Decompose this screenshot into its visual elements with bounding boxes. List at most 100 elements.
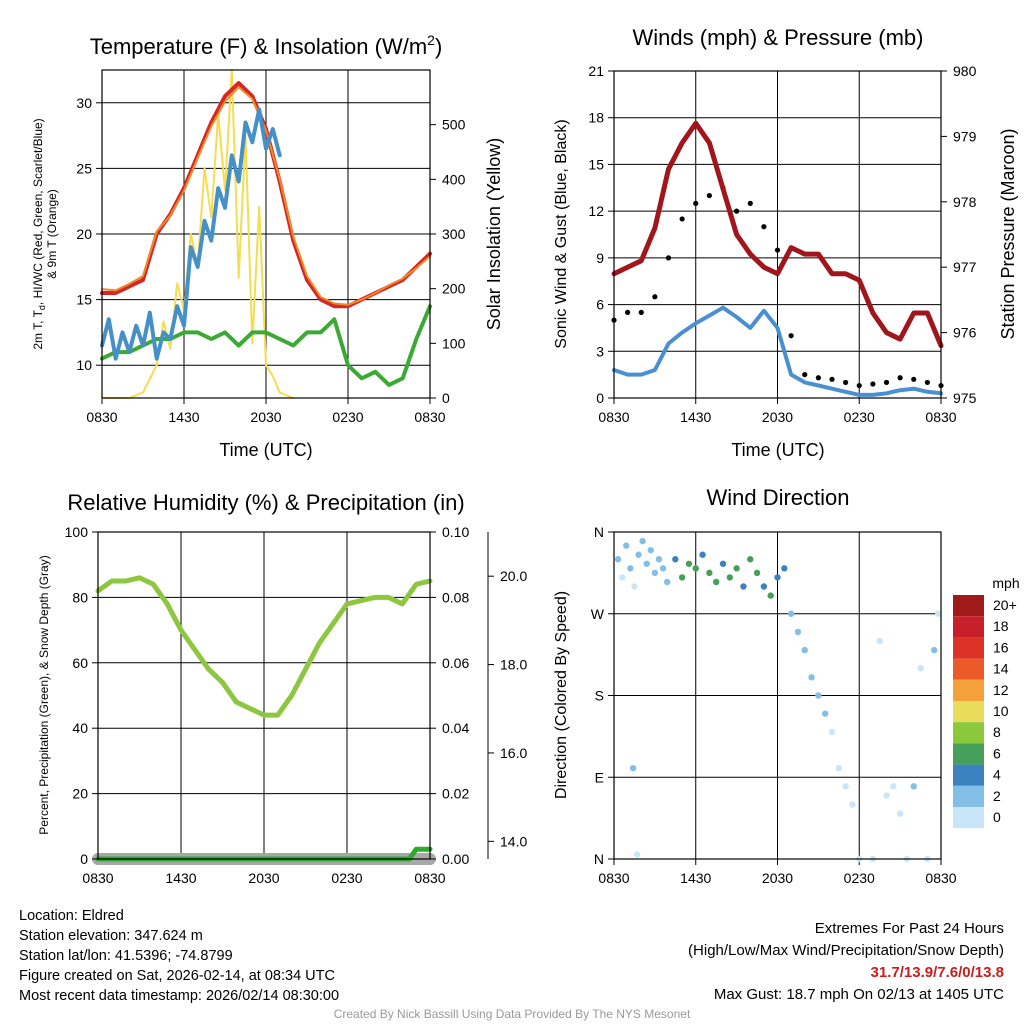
x-tick-label: 2030: [248, 870, 279, 886]
y-tick-label: 0: [596, 390, 604, 406]
gust-point: [870, 381, 876, 387]
y2-tick-label: 979: [953, 128, 977, 144]
x-tick-label: 2030: [762, 870, 793, 886]
latlon-text: Station lat/lon: 41.5396; -74.8799: [19, 948, 233, 964]
y-tick-label: 40: [72, 720, 88, 736]
direction-point: [917, 665, 924, 672]
y-tick-label: 15: [76, 292, 92, 308]
y-label-subscript: d: [37, 305, 47, 310]
wind-speed-line: [612, 305, 943, 397]
direction-point: [910, 783, 917, 790]
direction-point: [635, 551, 642, 558]
y-label-part: , HI/WC (Red, Green, Scarlet/Blue): [31, 118, 45, 305]
gust-point: [897, 375, 903, 381]
x-tick-label: 0830: [925, 409, 956, 425]
precip-tick-label: 0.00: [442, 851, 469, 867]
x-tick-label: 1430: [165, 870, 196, 886]
direction-point: [760, 583, 768, 590]
direction-point: [828, 728, 836, 736]
gust-point: [706, 192, 712, 199]
gust-point: [883, 379, 890, 386]
direction-point: [794, 628, 802, 636]
direction-point: [935, 610, 942, 617]
y-axis-label: Percent, Precipitation (Green), & Snow D…: [37, 555, 51, 834]
y2-tick-label: 500: [442, 117, 466, 133]
direction-point: [629, 764, 637, 772]
y2-tick-label: 200: [442, 281, 466, 297]
direction-point: [659, 565, 667, 572]
chart-title: Temperature (F) & Insolation (W/m2): [90, 32, 443, 59]
y-tick-label: 30: [76, 95, 92, 111]
colorbar-label: 14: [993, 661, 1009, 677]
colorbar-label: 16: [993, 639, 1009, 655]
x-tick-label: 0830: [86, 409, 117, 425]
x-tick-label: 2030: [762, 409, 793, 425]
series-9m-t-line: [101, 86, 431, 306]
direction-point: [808, 674, 815, 681]
direction-point: [815, 692, 822, 699]
gust-point: [802, 372, 808, 378]
direction-point: [678, 574, 686, 581]
gust-point: [761, 224, 767, 230]
y2-axis-label: Solar Insolation (Yellow): [484, 138, 504, 330]
y-tick-label: 25: [76, 160, 92, 176]
y-axis-label: 2m T, Td, HI/WC (Red, Green, Scarlet/Blu…: [31, 118, 47, 349]
y-tick-label: 80: [72, 589, 88, 605]
colorbar-swatch: [953, 764, 984, 786]
station-info: Location: Eldred Station elevation: 347.…: [19, 906, 339, 1006]
colorbar-swatch: [953, 785, 984, 807]
direction-point: [623, 542, 630, 549]
direction-tick-label: N: [594, 524, 604, 540]
direction-point: [685, 560, 693, 567]
y-tick-label: 10: [76, 357, 92, 373]
created-text: Figure created on Sat, 2026-02-14, at 08…: [19, 968, 335, 984]
colorbar-label: 4: [993, 767, 1001, 783]
y-tick-label: 100: [65, 524, 89, 540]
series-hi-wc-line: [100, 107, 282, 361]
direction-point: [651, 569, 659, 577]
gust-point: [665, 255, 672, 261]
colorbar-swatch: [953, 743, 984, 765]
precip-tick-label: 0.08: [442, 589, 469, 605]
relative-humidity-line: [95, 575, 433, 718]
colorbar-label: 8: [993, 724, 1001, 740]
y2-tick-label: 975: [953, 390, 977, 406]
gust-point: [815, 375, 821, 381]
y2-tick-label: 977: [953, 259, 977, 275]
y-tick-label: 15: [588, 156, 604, 172]
direction-point: [781, 565, 788, 572]
direction-point: [733, 565, 740, 572]
y-tick-label: 3: [596, 343, 604, 359]
x-tick-label: 1430: [680, 409, 711, 425]
plot-frame: [97, 531, 431, 860]
colorbar-label: 12: [993, 682, 1009, 698]
x-tick-label: 0830: [414, 870, 445, 886]
gust-point: [625, 309, 631, 315]
gust-point: [747, 200, 753, 206]
y-tick-label: 18: [588, 110, 604, 126]
max-gust-text: Max Gust: 18.7 mph On 02/13 at 1405 UTC: [713, 986, 1004, 1003]
y2-tick-label: 300: [442, 226, 466, 242]
y-label-part: 2m T, T: [31, 309, 45, 349]
extremes-values: 31.7/13.9/7.6/0/13.8: [870, 964, 1004, 981]
direction-tick-label: W: [591, 606, 605, 622]
direction-point: [719, 560, 727, 567]
y-axis-label-line2: & 9m T (Orange): [45, 189, 59, 279]
direction-point: [801, 646, 808, 654]
colorbar-swatch: [953, 595, 984, 617]
precip-tick-label: 0.04: [442, 720, 469, 736]
direction-point: [896, 810, 904, 817]
gust-point: [774, 247, 781, 253]
colorbar-swatch: [953, 616, 984, 638]
series-td-line: [100, 304, 432, 387]
colorbar-swatch: [953, 679, 984, 701]
y2-tick-label: 976: [953, 325, 977, 341]
colorbar-label: 18: [993, 618, 1009, 634]
colorbar-swatch: [953, 722, 984, 744]
gust-point: [788, 333, 794, 339]
colorbar-label: 2: [993, 788, 1001, 804]
direction-point: [835, 764, 843, 772]
x-tick-label: 0230: [332, 409, 363, 425]
extremes-subtitle: (High/Low/Max Wind/Precipitation/Snow De…: [688, 942, 1004, 959]
credit-text: Created By Nick Bassill Using Data Provi…: [333, 1007, 691, 1021]
